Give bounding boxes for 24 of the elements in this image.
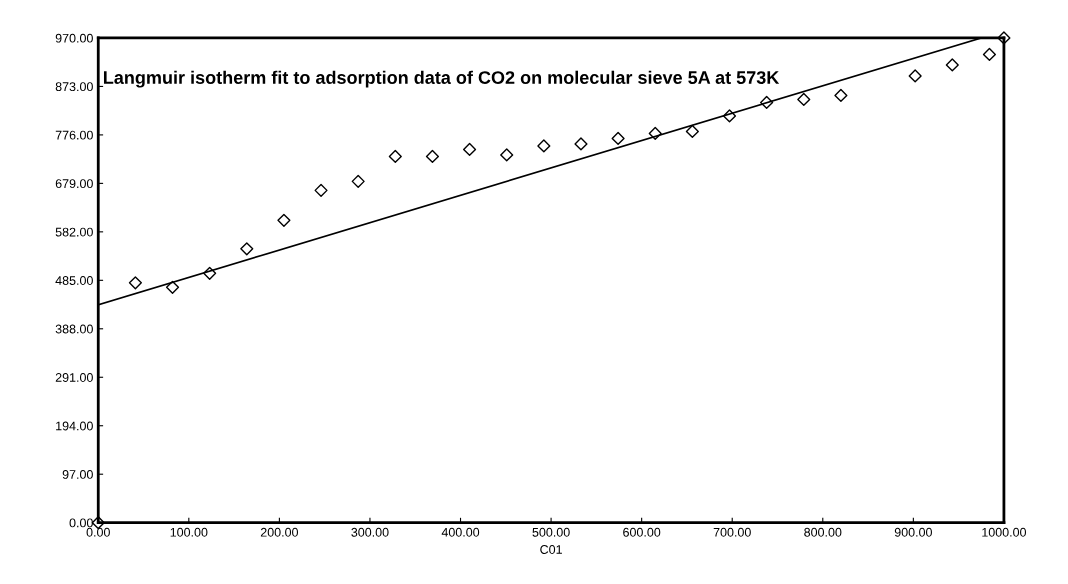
y-tick-label: 97.00 — [62, 470, 93, 479]
x-tick-label: 300.00 — [351, 527, 389, 537]
y-tick-label: 970.00 — [55, 33, 93, 43]
y-tick-label: 485.00 — [55, 276, 93, 285]
x-tick-label: 400.00 — [441, 527, 480, 537]
y-tick-label: 776.00 — [55, 130, 93, 140]
y-tick-label: 679.00 — [55, 179, 93, 189]
x-tick-label: 500.00 — [532, 527, 570, 537]
x-tick-label: 0.00 — [86, 527, 110, 537]
y-tick-label: 582.00 — [55, 227, 93, 237]
y-tick-label: 388.00 — [55, 324, 93, 334]
text: Langmuir isotherm fit to adsorption data of CO2 on molecular sieve 5A at 573K — [103, 70, 780, 88]
y-tick-label: 291.00 — [55, 373, 93, 382]
x-tick-label: 100.00 — [170, 527, 208, 537]
x-tick-label: 700.00 — [713, 527, 751, 537]
y-tick-label: 194.00 — [56, 421, 93, 431]
y-tick-label: 873.00 — [55, 82, 93, 92]
y-tick-label: 0.00 — [69, 518, 93, 528]
x-axis-title: C01 — [540, 545, 562, 554]
x-tick-label: 600.00 — [623, 527, 661, 537]
x-tick-label: 900.00 — [894, 527, 932, 537]
x-tick-label: 800.00 — [804, 527, 842, 537]
x-tick-label: 1000.00 — [982, 527, 1027, 537]
x-tick-label: 200.00 — [260, 527, 299, 537]
